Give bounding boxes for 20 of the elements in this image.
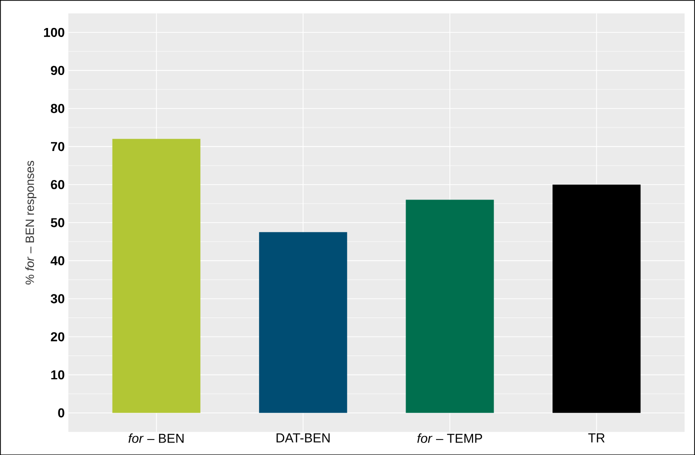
- bar: [552, 184, 641, 413]
- bar: [112, 138, 200, 413]
- y-tick-label: 100: [44, 28, 64, 37]
- y-tick-label: 80: [50, 104, 64, 113]
- y-tick-label: 70: [50, 142, 64, 151]
- y-axis-title: % for – BEN responses: [25, 160, 36, 284]
- y-tick-label: 30: [50, 294, 64, 304]
- y-tick-label: 20: [50, 332, 64, 342]
- y-tick-label: 0: [58, 408, 64, 418]
- x-tick-label: TR: [588, 433, 605, 442]
- y-tick-label: 40: [50, 256, 64, 266]
- x-tick-label: for – BEN: [128, 433, 184, 443]
- x-tick-label: DAT-BEN: [276, 433, 330, 442]
- bar: [406, 200, 494, 413]
- y-tick-label: 10: [51, 370, 64, 380]
- y-tick-label: 90: [50, 66, 64, 75]
- y-tick-label: 50: [50, 218, 64, 228]
- bar: [259, 232, 348, 413]
- y-tick-label: 60: [50, 180, 64, 190]
- x-tick-label: for – TEMP: [417, 433, 482, 443]
